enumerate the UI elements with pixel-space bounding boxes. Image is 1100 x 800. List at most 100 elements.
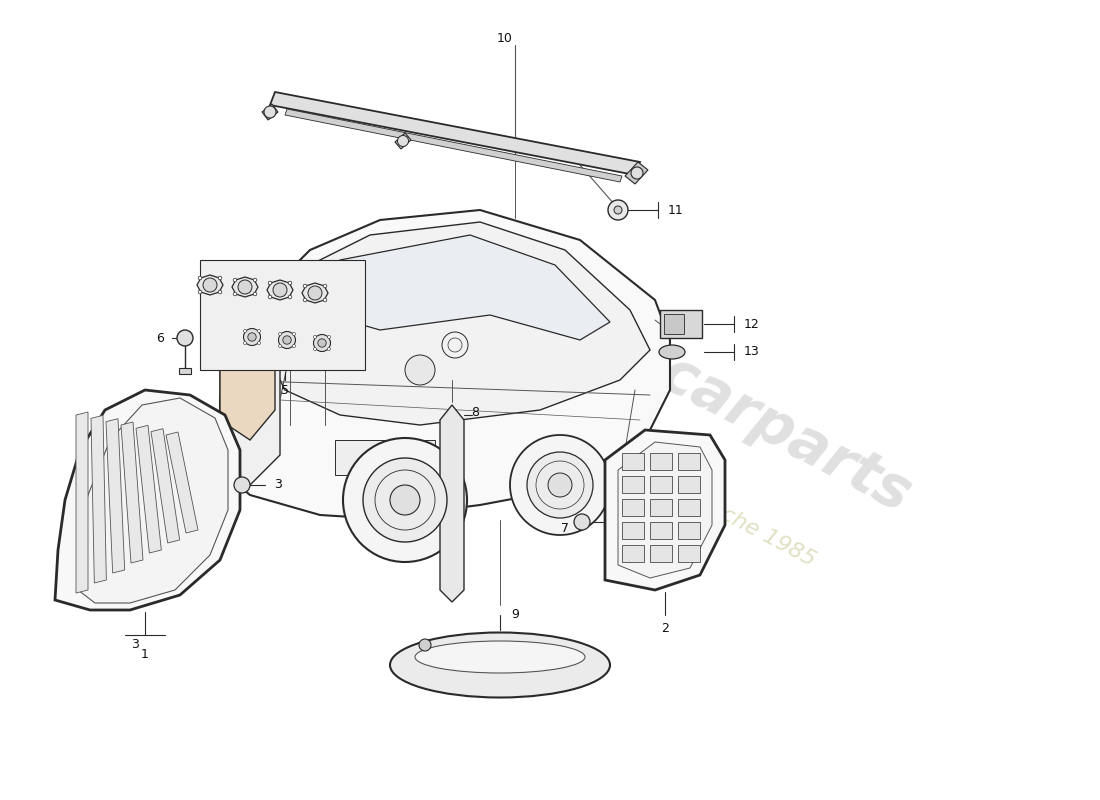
Circle shape <box>243 330 246 333</box>
Circle shape <box>363 458 447 542</box>
Text: 1: 1 <box>141 649 149 662</box>
Polygon shape <box>605 430 725 590</box>
Polygon shape <box>267 280 293 300</box>
Circle shape <box>527 452 593 518</box>
Bar <box>650 453 672 470</box>
Text: 11: 11 <box>668 203 684 217</box>
Bar <box>678 522 700 539</box>
Bar <box>650 522 672 539</box>
Bar <box>678 453 700 470</box>
Bar <box>621 476 643 493</box>
Circle shape <box>608 200 628 220</box>
Circle shape <box>314 334 330 351</box>
Circle shape <box>243 329 261 346</box>
Text: 9: 9 <box>512 609 519 622</box>
Polygon shape <box>220 210 670 520</box>
Circle shape <box>264 106 276 118</box>
Circle shape <box>253 292 256 296</box>
Circle shape <box>314 335 317 338</box>
Polygon shape <box>262 104 278 120</box>
Text: 6: 6 <box>156 331 164 345</box>
Polygon shape <box>76 412 88 593</box>
Circle shape <box>204 278 217 292</box>
Polygon shape <box>151 429 179 543</box>
Circle shape <box>293 333 296 335</box>
Circle shape <box>304 298 307 302</box>
Bar <box>621 522 643 539</box>
Circle shape <box>198 290 201 294</box>
Circle shape <box>218 290 222 294</box>
Ellipse shape <box>659 345 685 359</box>
Circle shape <box>278 345 282 347</box>
Bar <box>678 499 700 516</box>
Text: 7: 7 <box>561 522 569 534</box>
Ellipse shape <box>390 633 611 698</box>
Polygon shape <box>166 432 198 533</box>
Polygon shape <box>78 398 228 603</box>
Circle shape <box>257 342 261 345</box>
Polygon shape <box>121 422 143 563</box>
Bar <box>660 310 702 338</box>
Polygon shape <box>285 109 622 182</box>
Circle shape <box>304 284 307 288</box>
Circle shape <box>308 286 322 300</box>
Circle shape <box>314 347 317 350</box>
Circle shape <box>390 485 420 515</box>
Polygon shape <box>55 390 240 610</box>
Bar <box>621 545 643 562</box>
Bar <box>650 499 672 516</box>
Polygon shape <box>106 418 124 573</box>
Circle shape <box>614 206 622 214</box>
Circle shape <box>419 639 431 651</box>
Circle shape <box>283 336 292 344</box>
Circle shape <box>234 477 250 493</box>
Circle shape <box>293 345 296 347</box>
Circle shape <box>233 278 236 282</box>
Text: a passion for porsche 1985: a passion for porsche 1985 <box>541 410 818 570</box>
Circle shape <box>397 135 408 146</box>
Bar <box>200 260 365 370</box>
Circle shape <box>257 330 261 333</box>
Circle shape <box>198 276 201 280</box>
Circle shape <box>243 342 246 345</box>
Bar <box>179 368 191 374</box>
Circle shape <box>631 167 644 179</box>
Circle shape <box>323 284 327 288</box>
Text: 12: 12 <box>744 318 760 330</box>
Circle shape <box>288 295 292 299</box>
Polygon shape <box>197 275 223 295</box>
Text: 10: 10 <box>497 31 513 45</box>
Text: 13: 13 <box>744 346 760 358</box>
Circle shape <box>253 278 256 282</box>
Circle shape <box>288 282 292 285</box>
Polygon shape <box>220 325 275 440</box>
Circle shape <box>318 339 327 347</box>
Polygon shape <box>220 270 310 485</box>
Circle shape <box>323 298 327 302</box>
Circle shape <box>278 331 296 349</box>
Bar <box>650 476 672 493</box>
Polygon shape <box>625 162 648 184</box>
Circle shape <box>177 330 192 346</box>
Circle shape <box>238 280 252 294</box>
Circle shape <box>343 438 468 562</box>
Ellipse shape <box>415 641 585 673</box>
Circle shape <box>405 355 435 385</box>
Circle shape <box>248 333 256 341</box>
Bar <box>621 453 643 470</box>
Polygon shape <box>440 405 464 602</box>
Text: 2: 2 <box>661 622 669 634</box>
Text: eurocarparts: eurocarparts <box>519 275 921 525</box>
Bar <box>621 499 643 516</box>
Circle shape <box>574 514 590 530</box>
Bar <box>678 476 700 493</box>
Polygon shape <box>136 426 162 553</box>
Circle shape <box>233 292 236 296</box>
Circle shape <box>273 283 287 297</box>
Circle shape <box>510 435 610 535</box>
Polygon shape <box>310 235 610 340</box>
Text: 3: 3 <box>131 638 139 651</box>
Bar <box>336 440 434 475</box>
Circle shape <box>218 276 222 280</box>
Circle shape <box>268 295 272 299</box>
